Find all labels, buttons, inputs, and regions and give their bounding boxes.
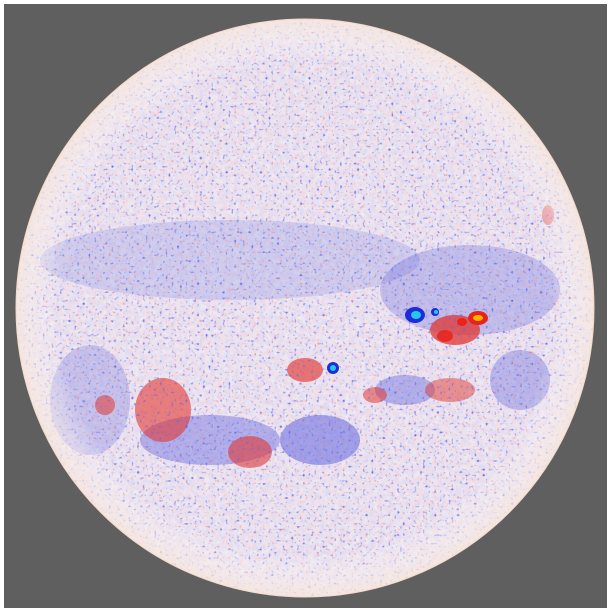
magnetogram-disk (15, 18, 595, 598)
